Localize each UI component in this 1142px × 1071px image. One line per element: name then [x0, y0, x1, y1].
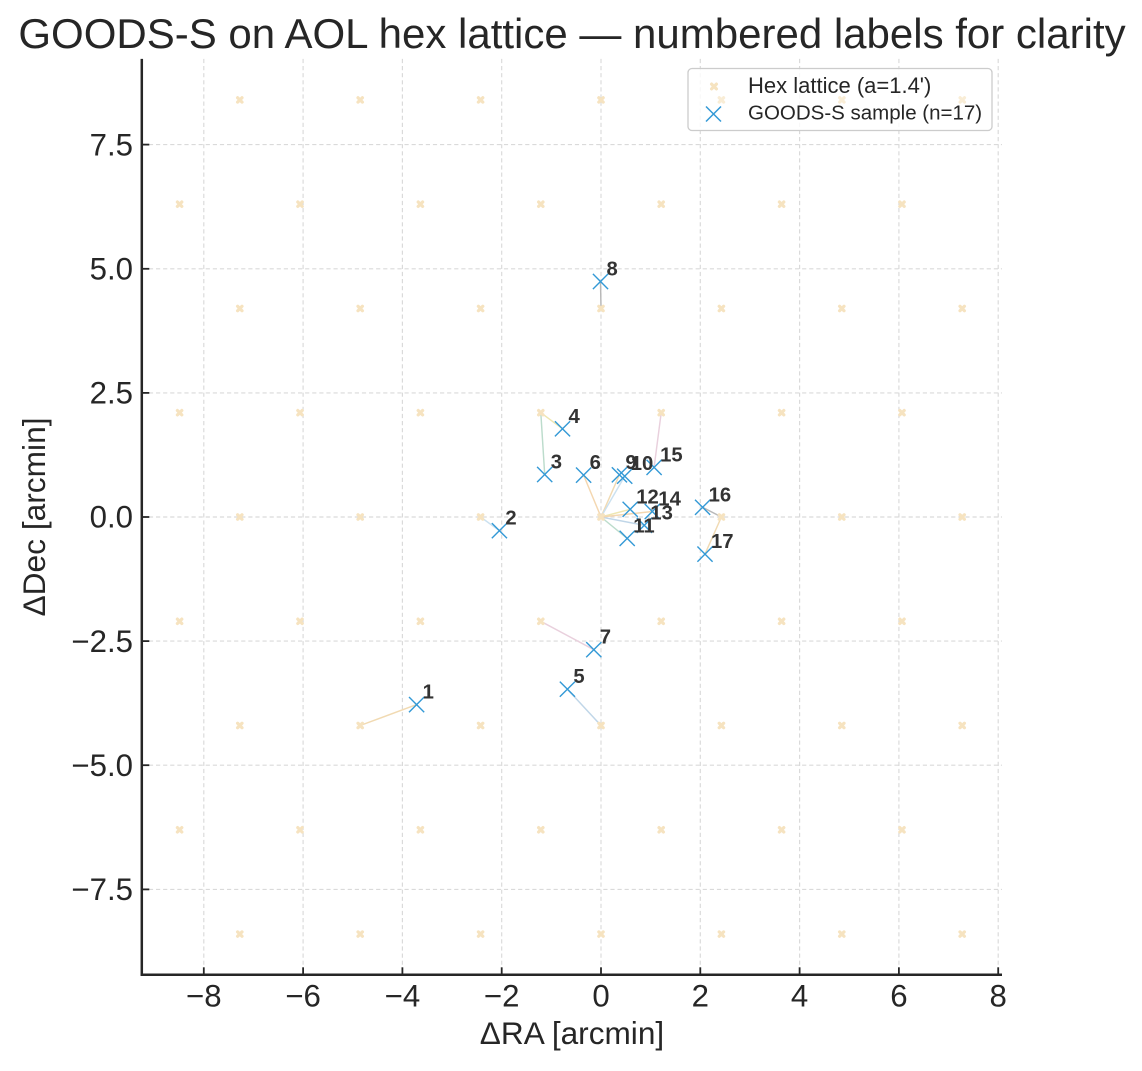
svg-text:2: 2 — [692, 979, 709, 1014]
svg-text:11: 11 — [633, 515, 654, 537]
svg-text:−4: −4 — [385, 979, 421, 1014]
svg-text:5: 5 — [573, 666, 584, 688]
svg-text:−6: −6 — [285, 979, 321, 1014]
svg-text:2.5: 2.5 — [90, 376, 133, 411]
svg-text:16: 16 — [709, 484, 732, 506]
svg-text:15: 15 — [660, 444, 683, 466]
svg-text:−5.0: −5.0 — [71, 748, 133, 783]
svg-text:−2.5: −2.5 — [71, 624, 133, 659]
svg-text:12: 12 — [636, 486, 659, 508]
svg-text:8: 8 — [607, 259, 618, 281]
svg-text:GOODS-S sample (n=17): GOODS-S sample (n=17) — [748, 102, 982, 125]
svg-text:10: 10 — [631, 453, 654, 475]
svg-text:ΔDec [arcmin]: ΔDec [arcmin] — [16, 417, 52, 616]
svg-text:5.0: 5.0 — [90, 251, 133, 286]
svg-text:−8: −8 — [186, 979, 222, 1014]
svg-text:3: 3 — [551, 452, 562, 474]
svg-text:ΔRA [arcmin]: ΔRA [arcmin] — [480, 1015, 664, 1051]
svg-text:7.5: 7.5 — [90, 127, 133, 162]
svg-text:0: 0 — [592, 979, 609, 1014]
svg-text:7: 7 — [600, 627, 611, 649]
svg-text:6: 6 — [590, 452, 601, 474]
svg-text:17: 17 — [711, 531, 734, 553]
svg-text:8: 8 — [990, 979, 1007, 1014]
svg-text:6: 6 — [890, 979, 907, 1014]
svg-text:GOODS-S on AOL hex lattice — n: GOODS-S on AOL hex lattice — numbered la… — [18, 10, 1125, 57]
svg-text:2: 2 — [505, 508, 516, 530]
svg-text:−2: −2 — [484, 979, 520, 1014]
svg-text:Hex lattice (a=1.4'): Hex lattice (a=1.4') — [748, 73, 931, 98]
svg-text:4: 4 — [569, 406, 581, 428]
svg-text:0.0: 0.0 — [90, 500, 133, 535]
svg-text:−7.5: −7.5 — [71, 872, 133, 907]
svg-text:13: 13 — [650, 502, 673, 524]
svg-text:14: 14 — [658, 489, 681, 511]
svg-text:9: 9 — [625, 452, 636, 474]
svg-text:4: 4 — [791, 979, 808, 1014]
svg-text:1: 1 — [423, 682, 434, 704]
